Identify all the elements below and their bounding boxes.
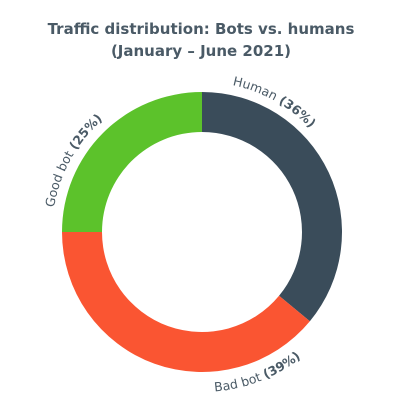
slice-label-name: Bad bot — [213, 368, 266, 395]
slice-good-bot — [62, 92, 202, 232]
chart-title-block: Traffic distribution: Bots vs. humans (J… — [0, 18, 402, 62]
slice-bad-bot — [62, 232, 310, 372]
slice-human — [202, 92, 342, 322]
chart-title: Traffic distribution: Bots vs. humans — [47, 20, 355, 38]
chart-subtitle: (January – June 2021) — [110, 42, 292, 60]
